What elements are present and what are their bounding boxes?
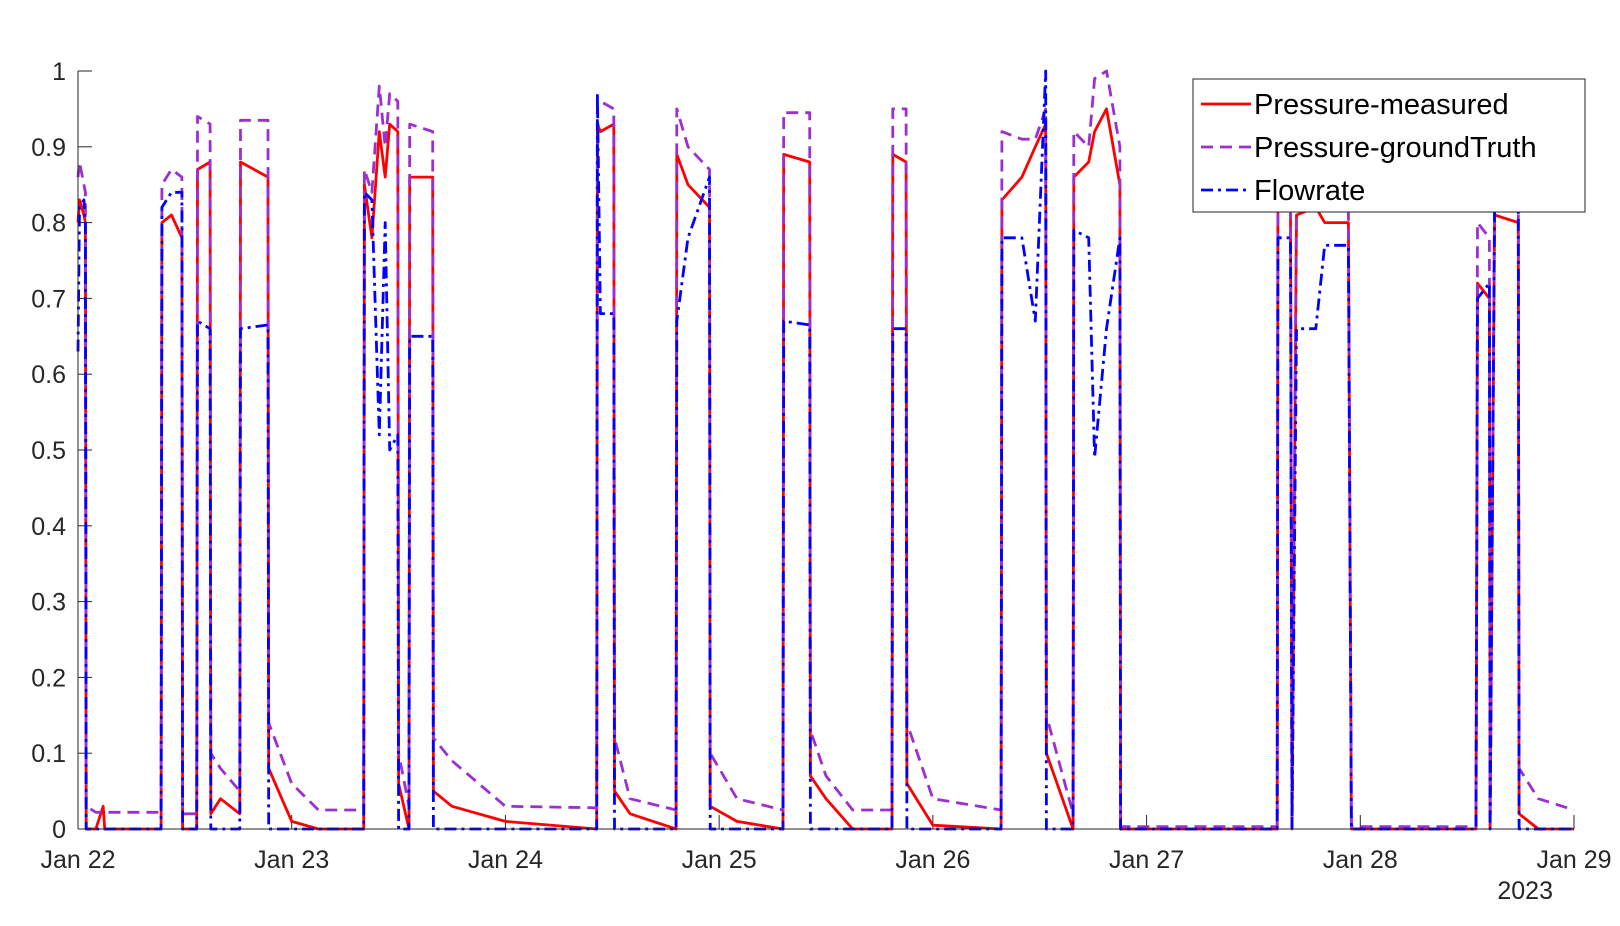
legend: Pressure-measured Pressure-groundTruth Flo… (1192, 78, 1586, 213)
legend-label: Pressure-groundTruth (1254, 132, 1537, 164)
y-tick-label: 0.3 (31, 589, 66, 617)
y-tick-label: 0 (52, 816, 66, 844)
legend-box (1192, 78, 1586, 213)
x-tick-label: Jan 23 (254, 846, 329, 874)
y-tick-label: 0.8 (31, 210, 66, 238)
x-tick-label: Jan 29 (1536, 846, 1611, 874)
x-tick-label: Jan 25 (682, 846, 757, 874)
y-tick-label: 1 (52, 58, 66, 86)
x-tick-label: Jan 26 (895, 846, 970, 874)
legend-label: Flowrate (1254, 175, 1365, 207)
x-tick-label: Jan 28 (1323, 846, 1398, 874)
y-tick-label: 0.5 (31, 437, 66, 465)
y-tick-label: 0.7 (31, 285, 66, 313)
series-line (76, 69, 1575, 829)
x-tick-label: Jan 22 (40, 846, 115, 874)
x-tick-label: Jan 24 (468, 846, 543, 874)
y-tick-label: 0.1 (31, 740, 66, 768)
x-tick-label: Jan 27 (1109, 846, 1184, 874)
series-line (76, 69, 1574, 831)
y-tick-label: 0.9 (31, 134, 66, 162)
y-tick-label: 0.4 (31, 513, 66, 541)
x-year-label: 2023 (1497, 877, 1553, 905)
y-tick-label: 0.6 (31, 361, 66, 389)
y-tick-label: 0.2 (31, 664, 66, 692)
legend-label: Pressure-measured (1254, 89, 1509, 121)
